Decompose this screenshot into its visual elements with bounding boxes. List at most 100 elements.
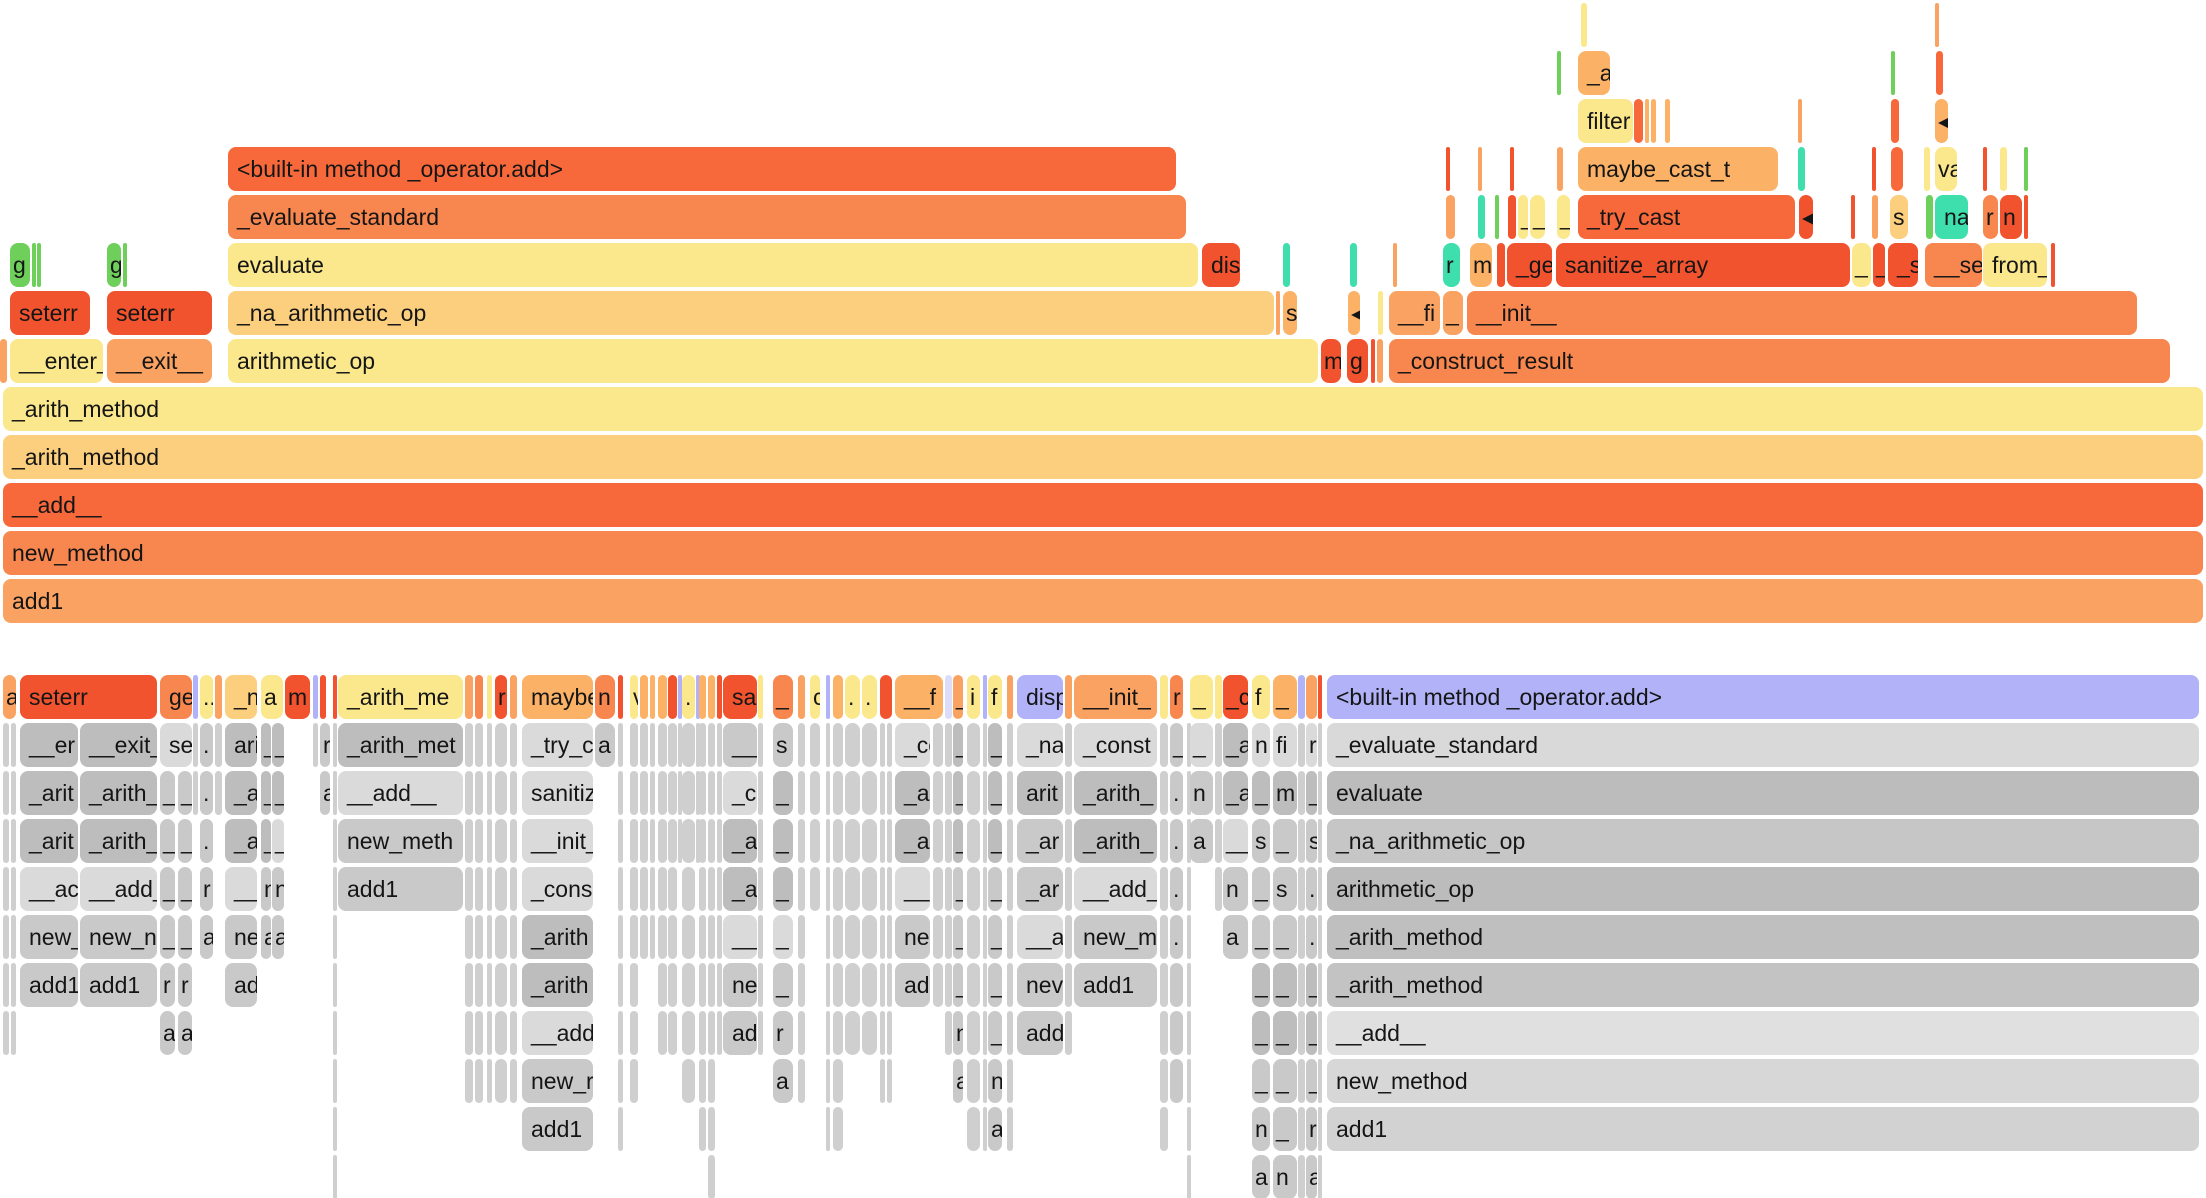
flame-frame-sliver[interactable] bbox=[487, 963, 492, 1007]
flame-frame-sliver[interactable] bbox=[845, 819, 860, 863]
flame-frame-_[interactable]: _ bbox=[988, 963, 1002, 1007]
flame-frame-_[interactable]: _ bbox=[1252, 1011, 1270, 1055]
flame-frame-sliver[interactable] bbox=[1581, 3, 1587, 47]
flame-frame-sliver[interactable] bbox=[1215, 819, 1222, 863]
flame-frame-sliver[interactable] bbox=[1160, 867, 1168, 911]
flame-frame-sliver[interactable]: . bbox=[862, 675, 877, 719]
flame-frame-sliver[interactable] bbox=[708, 723, 715, 767]
flame-frame-sliver[interactable] bbox=[618, 819, 623, 863]
flame-frame-fi[interactable]: fi bbox=[1273, 723, 1297, 767]
flame-frame-sliver[interactable] bbox=[826, 819, 830, 863]
flame-frame-sliver[interactable] bbox=[510, 915, 517, 959]
flame-frame-s[interactable]: s bbox=[1273, 867, 1297, 911]
flame-frame-sliver[interactable] bbox=[798, 771, 805, 815]
flame-frame-seterr[interactable]: seterr bbox=[10, 291, 90, 335]
flame-frame-sliver[interactable] bbox=[758, 963, 763, 1007]
flame-frame-sliver[interactable] bbox=[1160, 819, 1168, 863]
flame-frame-sliver[interactable] bbox=[798, 1059, 805, 1103]
flame-frame-sliver[interactable] bbox=[758, 819, 763, 863]
flame-frame-r[interactable]: r bbox=[200, 867, 213, 911]
flame-frame-sliver[interactable] bbox=[826, 723, 830, 767]
flame-frame-sliver[interactable] bbox=[333, 1107, 337, 1151]
flame-frame-sliver[interactable] bbox=[967, 915, 980, 959]
flame-frame-g[interactable]: g bbox=[10, 243, 30, 287]
flame-frame-sliver[interactable] bbox=[696, 675, 700, 719]
flame-frame-sliver[interactable] bbox=[945, 675, 952, 719]
flame-frame-sliver[interactable] bbox=[1215, 723, 1222, 767]
flame-frame-sliver[interactable] bbox=[193, 771, 198, 815]
flame-frame-sliver[interactable] bbox=[1215, 867, 1222, 911]
flame-frame-sliver[interactable] bbox=[495, 723, 507, 767]
flame-frame-sliver[interactable] bbox=[1298, 675, 1305, 719]
flame-frame-sliver[interactable] bbox=[1478, 195, 1485, 239]
flame-frame-sliver[interactable] bbox=[708, 963, 715, 1007]
flame-frame-sliver[interactable] bbox=[845, 963, 860, 1007]
flame-frame-sliver[interactable] bbox=[1065, 771, 1072, 815]
flame-frame-sliver[interactable] bbox=[1007, 771, 1013, 815]
flame-frame-n[interactable]: n bbox=[1273, 1155, 1297, 1198]
flame-frame-sliver[interactable] bbox=[1065, 963, 1072, 1007]
flame-frame-sliver[interactable] bbox=[708, 1059, 715, 1103]
flame-frame-a[interactable]: a bbox=[1190, 819, 1213, 863]
flame-frame-sliver[interactable] bbox=[658, 867, 667, 911]
flame-frame-a[interactable]: a bbox=[1223, 915, 1248, 959]
flame-frame-_[interactable]: _ bbox=[1252, 1059, 1270, 1103]
flame-frame-sliver[interactable] bbox=[1298, 819, 1305, 863]
flame-frame-_evaluate_standard[interactable]: _evaluate_standard bbox=[1327, 723, 2199, 767]
flame-frame-sliver[interactable] bbox=[3, 867, 9, 911]
flame-frame-__fi[interactable]: __fi bbox=[1389, 291, 1440, 335]
flame-frame-sliver[interactable] bbox=[1298, 771, 1305, 815]
flame-frame-sliver[interactable] bbox=[1651, 99, 1656, 143]
flame-frame-_[interactable]: _ bbox=[1273, 963, 1297, 1007]
flame-frame-sliver[interactable] bbox=[945, 771, 952, 815]
flame-frame-n[interactable]: n bbox=[1190, 771, 1213, 815]
flame-frame-sliver[interactable] bbox=[1007, 1011, 1013, 1055]
flame-frame-__[interactable]: __ bbox=[1223, 819, 1248, 863]
flame-frame-_[interactable]: _ bbox=[178, 819, 192, 863]
flame-frame-sliver[interactable] bbox=[487, 867, 492, 911]
flame-frame-_[interactable]: _ bbox=[953, 675, 963, 719]
flame-frame-sliver[interactable] bbox=[810, 723, 820, 767]
flame-frame-_[interactable]: _ bbox=[261, 771, 271, 815]
flame-frame-sliver[interactable] bbox=[887, 1059, 892, 1103]
flame-frame-sliver[interactable] bbox=[826, 1107, 830, 1151]
flame-frame-sliver[interactable] bbox=[1187, 915, 1191, 959]
flame-frame-sliver[interactable] bbox=[618, 867, 623, 911]
flame-frame-n[interactable]: n bbox=[595, 675, 615, 719]
flame-frame-sliver[interactable]: . bbox=[200, 771, 213, 815]
flame-frame-sliver[interactable] bbox=[798, 819, 805, 863]
flame-frame-add1[interactable]: add1 bbox=[522, 1107, 593, 1151]
flame-frame-sliver[interactable] bbox=[1007, 675, 1013, 719]
flame-frame-sliver[interactable] bbox=[650, 915, 655, 959]
flame-frame-sliver[interactable] bbox=[1007, 867, 1013, 911]
flame-frame-sliver[interactable] bbox=[510, 819, 517, 863]
flame-frame-sliver[interactable] bbox=[833, 675, 843, 719]
flame-frame-sliver[interactable] bbox=[510, 1059, 517, 1103]
flame-frame-sliver[interactable] bbox=[333, 1011, 337, 1055]
flame-frame-_evaluate_standard[interactable]: _evaluate_standard bbox=[228, 195, 1186, 239]
flame-frame-n[interactable]: n bbox=[261, 867, 271, 911]
flame-frame-sliver[interactable] bbox=[1891, 147, 1903, 191]
flame-frame-sliver[interactable] bbox=[1170, 1011, 1183, 1055]
flame-frame-sliver[interactable] bbox=[1298, 867, 1305, 911]
flame-frame-sliver[interactable] bbox=[475, 771, 483, 815]
flame-frame-sliver[interactable] bbox=[1497, 243, 1505, 287]
flame-frame-__er[interactable]: __er bbox=[20, 723, 78, 767]
flame-frame-sliver[interactable] bbox=[1798, 99, 1802, 143]
flame-frame-_try_c[interactable]: _try_c bbox=[522, 723, 593, 767]
flame-frame-a[interactable]: a bbox=[160, 1011, 175, 1055]
flame-frame-sliver[interactable] bbox=[798, 963, 805, 1007]
flame-frame-maybe_cast_t[interactable]: maybe_cast_t bbox=[1578, 147, 1778, 191]
flame-frame-_arith_met[interactable]: _arith_met bbox=[338, 723, 463, 767]
flame-frame-__a[interactable]: __a bbox=[895, 867, 930, 911]
flame-frame-_const[interactable]: _const bbox=[1074, 723, 1157, 767]
flame-frame-sliver[interactable] bbox=[510, 963, 517, 1007]
flame-frame-sliver[interactable] bbox=[1634, 99, 1643, 143]
flame-frame-sliver[interactable] bbox=[696, 771, 700, 815]
flame-frame-sliver[interactable] bbox=[833, 1011, 843, 1055]
flame-frame-n[interactable]: n bbox=[988, 1059, 1002, 1103]
flame-frame-evaluate[interactable]: evaluate bbox=[1327, 771, 2199, 815]
flame-frame-sliver[interactable] bbox=[475, 723, 483, 767]
flame-frame-s[interactable]: s bbox=[1283, 291, 1297, 335]
flame-frame-add1[interactable]: add1 bbox=[3, 579, 2203, 623]
